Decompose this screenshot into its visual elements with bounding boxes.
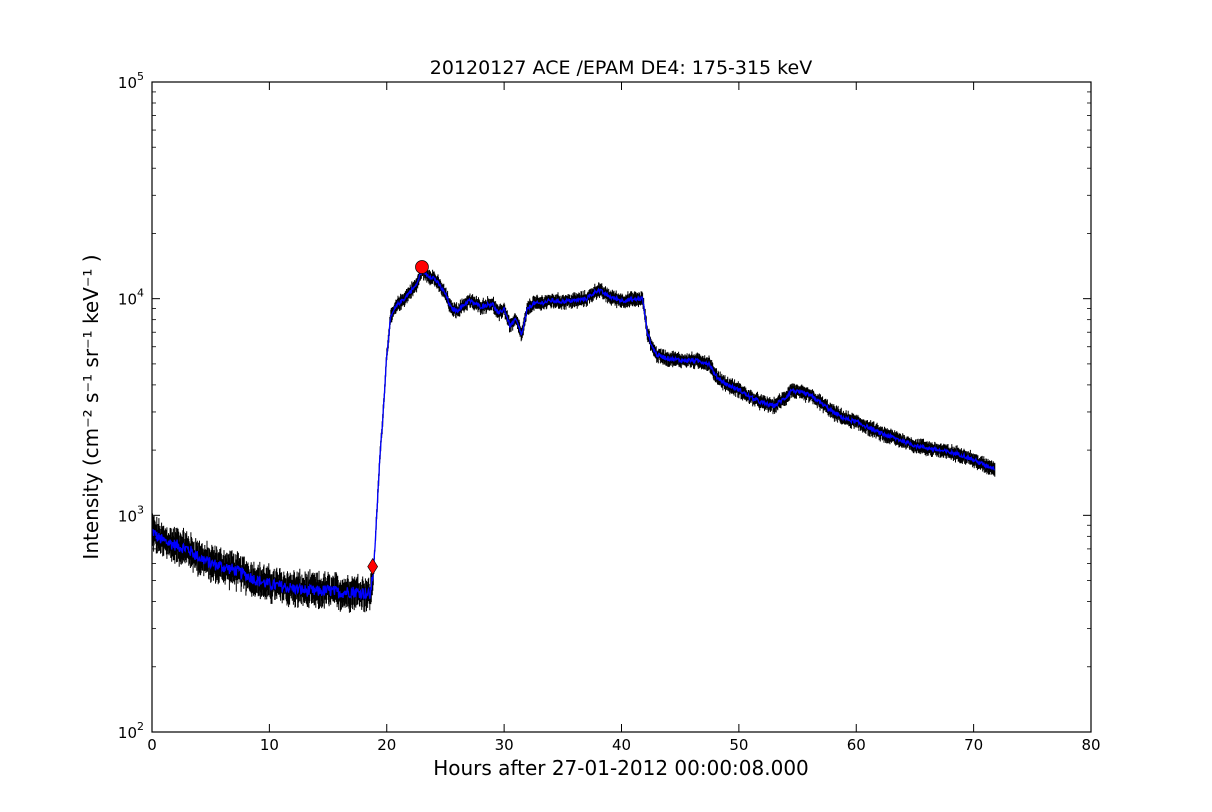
x-tick-label: 20 bbox=[377, 736, 396, 754]
x-tick-label: 30 bbox=[495, 736, 514, 754]
y-tick-label: 105 bbox=[118, 70, 144, 92]
axis-ticks: 0 10 20 30 40 50 60 70 80 102 103 104 105 bbox=[118, 70, 1101, 754]
x-tick-label: 60 bbox=[847, 736, 866, 754]
chart-title: 20120127 ACE /EPAM DE4: 175-315 keV bbox=[430, 57, 812, 79]
y-axis-title: Intensity (cm⁻² s⁻¹ sr⁻¹ keV⁻¹ ) bbox=[79, 254, 103, 559]
x-tick-label: 0 bbox=[147, 736, 157, 754]
y-tick-label: 102 bbox=[118, 720, 144, 742]
x-tick-label: 10 bbox=[260, 736, 279, 754]
x-axis-title: Hours after 27-01-2012 00:00:08.000 bbox=[433, 756, 809, 780]
plot-area bbox=[151, 260, 996, 613]
series-line-0 bbox=[151, 268, 995, 601]
x-tick-label: 40 bbox=[612, 736, 631, 754]
onset-diamond-marker bbox=[367, 558, 379, 576]
x-tick-label: 50 bbox=[729, 736, 748, 754]
peak-circle-marker bbox=[415, 260, 429, 274]
x-tick-label: 70 bbox=[964, 736, 983, 754]
y-tick-label: 103 bbox=[118, 503, 144, 525]
y-tick-label: 104 bbox=[118, 287, 144, 309]
x-tick-label: 80 bbox=[1081, 736, 1100, 754]
